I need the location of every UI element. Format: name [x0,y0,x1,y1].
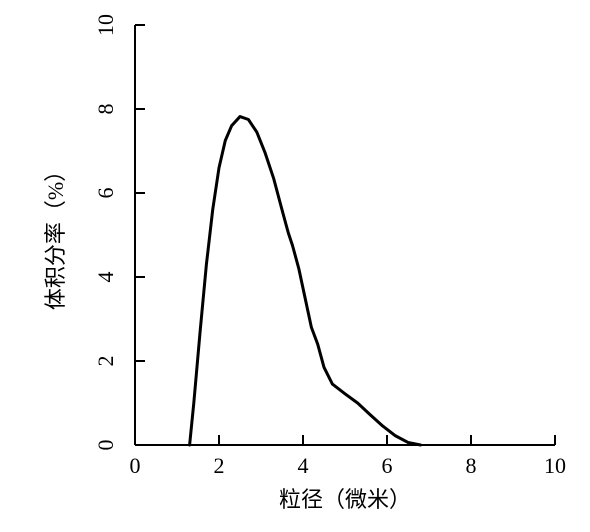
x-tick-label: 10 [544,453,566,478]
x-tick-label: 0 [130,453,141,478]
x-tick-label: 2 [214,453,225,478]
x-tick-label: 8 [466,453,477,478]
y-axis-label: 体积分率（%） [43,160,68,310]
x-tick-label: 4 [298,453,309,478]
chart-svg: 0 2 4 6 8 10 0 2 4 6 8 10 粒径（微米） 体积分率（%） [0,0,590,532]
plot-bg [0,0,590,532]
y-tick-label: 10 [93,14,118,36]
x-axis-label: 粒径（微米） [279,487,411,512]
y-tick-label: 0 [93,440,118,451]
x-tick-label: 6 [382,453,393,478]
y-tick-label: 2 [93,356,118,367]
y-tick-label: 4 [93,272,118,283]
y-tick-label: 6 [93,188,118,199]
y-tick-label: 8 [93,104,118,115]
chart-container: { "chart": { "type": "line", "background… [0,0,590,532]
